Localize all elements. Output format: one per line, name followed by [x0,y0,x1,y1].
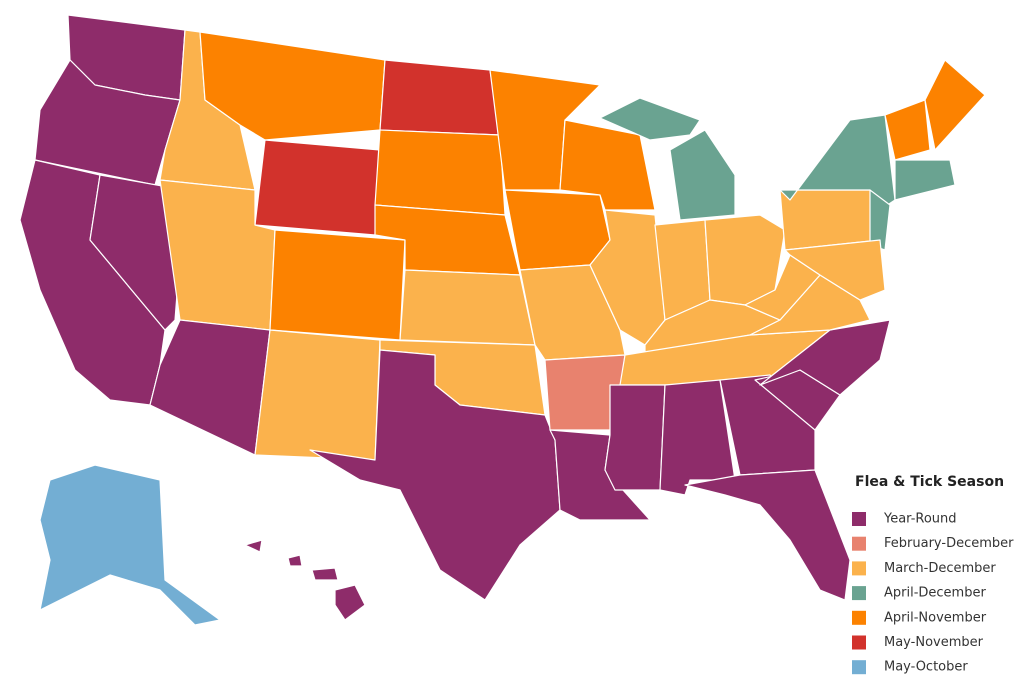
state [719,374,816,476]
state [669,129,736,221]
state [149,319,271,456]
state [254,139,381,236]
state [269,229,406,341]
legend-swatch [852,586,866,601]
state [287,554,303,567]
legend-label: February-December [884,536,1014,551]
legend-swatch [852,610,866,625]
state [784,239,886,301]
state [924,59,986,151]
states [19,14,986,626]
state [334,584,366,621]
state [399,269,536,346]
state [894,159,956,201]
legend-swatch [852,660,866,675]
state [39,464,221,626]
state [504,189,611,271]
legend-label: April-November [884,610,987,625]
state [254,329,381,461]
legend-label: May-November [884,635,984,650]
legend-swatch [852,512,866,526]
state [379,59,501,136]
state [311,567,339,581]
legend-label: March-December [884,561,996,576]
state [884,99,931,161]
state [869,189,891,251]
state [684,469,851,601]
legend-swatch [852,561,866,576]
state [604,384,666,491]
state [244,539,263,553]
legend-swatch [852,635,866,650]
legend-label: April-December [884,586,986,601]
state [309,349,561,601]
legend-label: Year-Round [883,512,957,527]
state [374,129,506,216]
legend: Year-Round February-December March-Decembe… [852,512,1014,675]
legend-title: Flea & Tick Season [855,474,1004,490]
legend-label: May-October [884,660,968,675]
legend-swatch [852,536,866,551]
state [599,97,701,141]
